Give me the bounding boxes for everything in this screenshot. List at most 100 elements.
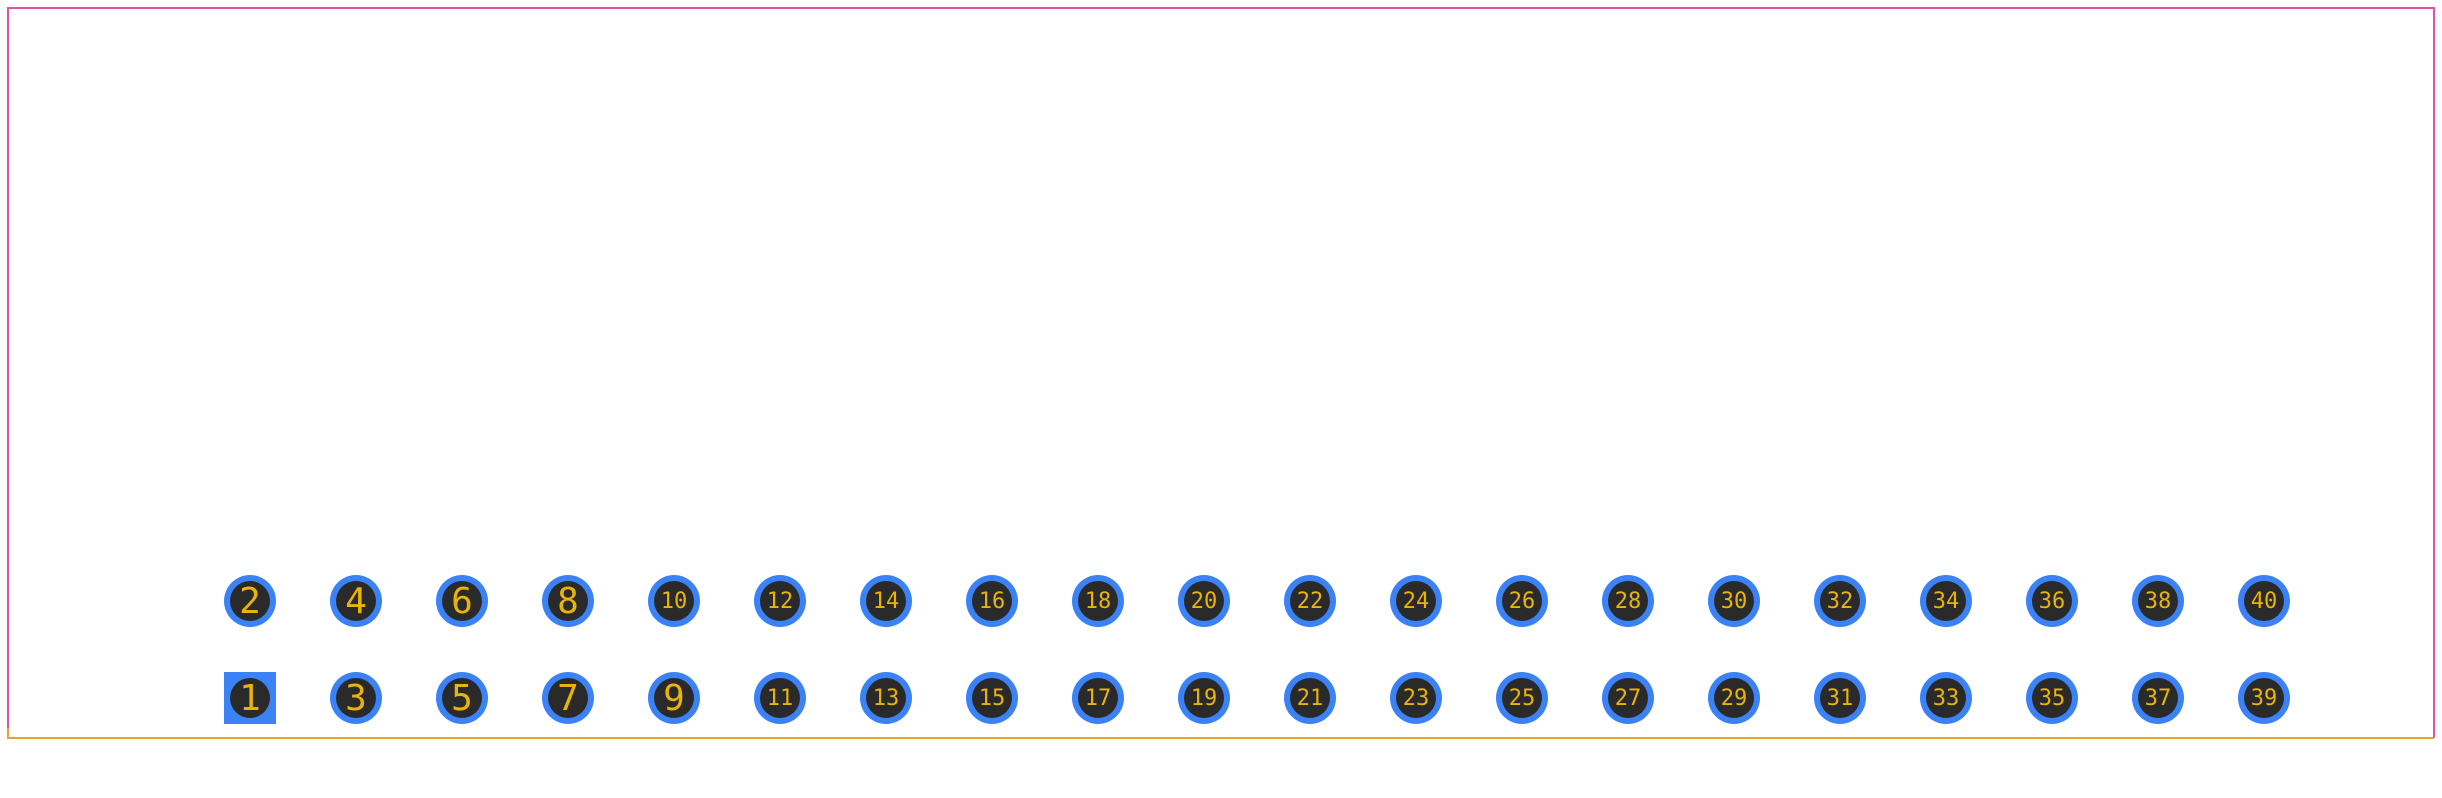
pad-27: 27 [1602,672,1654,724]
pad-4: 4 [330,575,382,627]
pad-hole: 2 [230,581,270,621]
pad-ring: 32 [1814,575,1866,627]
pad-ring: 4 [330,575,382,627]
pad-28: 28 [1602,575,1654,627]
pad-6: 6 [436,575,488,627]
pad-ring: 22 [1284,575,1336,627]
pad-16: 16 [966,575,1018,627]
pad-20: 20 [1178,575,1230,627]
pad-ring: 17 [1072,672,1124,724]
pad-label: 18 [1085,589,1112,614]
pad-33: 33 [1920,672,1972,724]
pad-hole: 33 [1926,678,1966,718]
pad-ring: 12 [754,575,806,627]
pad-ring: 19 [1178,672,1230,724]
pad-label: 4 [345,581,367,622]
pad-label: 8 [557,581,579,622]
pad-label: 23 [1403,686,1430,711]
pad-label: 12 [767,589,794,614]
pad-hole: 26 [1502,581,1542,621]
pad-hole: 30 [1714,581,1754,621]
pad-hole: 25 [1502,678,1542,718]
pad-23: 23 [1390,672,1442,724]
pad-hole: 40 [2244,581,2284,621]
pad-34: 34 [1920,575,1972,627]
pad-hole: 36 [2032,581,2072,621]
pad-label: 27 [1615,686,1642,711]
pad-hole: 18 [1078,581,1118,621]
pad-31: 31 [1814,672,1866,724]
pad-35: 35 [2026,672,2078,724]
pad-13: 13 [860,672,912,724]
pad-hole: 24 [1396,581,1436,621]
pad-9: 9 [648,672,700,724]
pad-label: 25 [1509,686,1536,711]
pad-5: 5 [436,672,488,724]
pad-ring: 25 [1496,672,1548,724]
pad-ring: 39 [2238,672,2290,724]
pad-12: 12 [754,575,806,627]
pad-ring: 28 [1602,575,1654,627]
pad-ring: 6 [436,575,488,627]
pad-ring: 16 [966,575,1018,627]
pad-label: 9 [663,678,685,719]
pad-hole: 3 [336,678,376,718]
pad-ring: 34 [1920,575,1972,627]
pad-11: 11 [754,672,806,724]
pad-ring: 40 [2238,575,2290,627]
pad-hole: 29 [1714,678,1754,718]
pad-25: 25 [1496,672,1548,724]
pad-label: 11 [767,686,794,711]
pad-38: 38 [2132,575,2184,627]
pad-hole: 10 [654,581,694,621]
pad-label: 22 [1297,589,1324,614]
pad-hole: 27 [1608,678,1648,718]
pad-label: 1 [239,678,261,719]
pad-hole: 6 [442,581,482,621]
pad-30: 30 [1708,575,1760,627]
pad-39: 39 [2238,672,2290,724]
pad-ring: 26 [1496,575,1548,627]
pad-hole: 23 [1396,678,1436,718]
pad-ring: 31 [1814,672,1866,724]
pad-ring: 33 [1920,672,1972,724]
pad-hole: 4 [336,581,376,621]
pad-ring: 38 [2132,575,2184,627]
pad-8: 8 [542,575,594,627]
pad-hole: 19 [1184,678,1224,718]
pad-hole: 7 [548,678,588,718]
pad-hole: 20 [1184,581,1224,621]
pad-label: 2 [239,581,261,622]
pad-ring: 35 [2026,672,2078,724]
pad-label: 14 [873,589,900,614]
pad-ring: 8 [542,575,594,627]
pad-ring: 7 [542,672,594,724]
pad-17: 17 [1072,672,1124,724]
pad-label: 21 [1297,686,1324,711]
pad-15: 15 [966,672,1018,724]
pad-label: 19 [1191,686,1218,711]
pad-label: 35 [2039,686,2066,711]
pad-26: 26 [1496,575,1548,627]
pad-1: 1 [224,672,276,724]
pad-hole: 16 [972,581,1012,621]
pad-hole: 32 [1820,581,1860,621]
pad-hole: 22 [1290,581,1330,621]
pad-ring: 24 [1390,575,1442,627]
pad-37: 37 [2132,672,2184,724]
pad-ring: 15 [966,672,1018,724]
pad-ring: 37 [2132,672,2184,724]
pad-18: 18 [1072,575,1124,627]
pad-hole: 5 [442,678,482,718]
pad-hole: 15 [972,678,1012,718]
pad-ring: 36 [2026,575,2078,627]
pad-label: 10 [661,589,688,614]
pad-hole: 38 [2138,581,2178,621]
outline-orange [8,728,2434,738]
pad-hole: 9 [654,678,694,718]
pad-hole: 12 [760,581,800,621]
pad-label: 13 [873,686,900,711]
pad-3: 3 [330,672,382,724]
pad-label: 38 [2145,589,2172,614]
pad-14: 14 [860,575,912,627]
